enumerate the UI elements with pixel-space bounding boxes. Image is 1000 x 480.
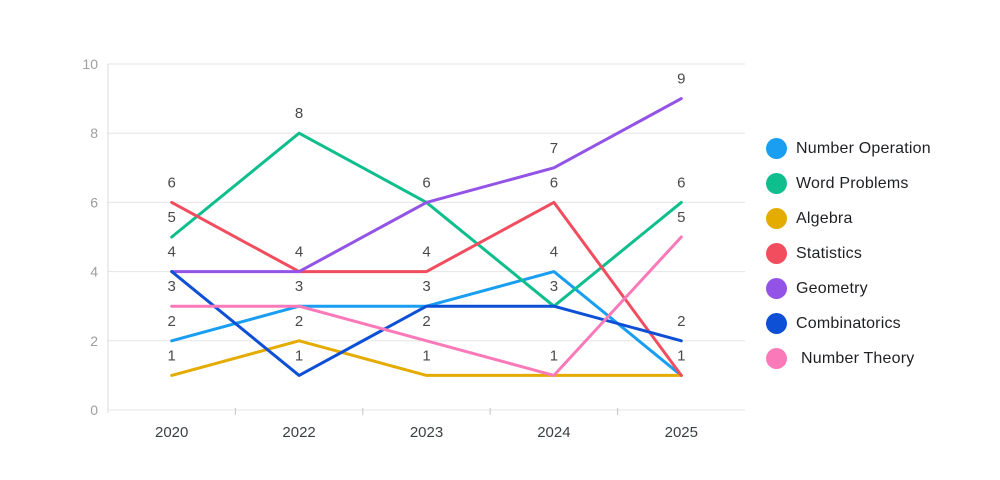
x-axis-tick-label: 2023 (410, 424, 443, 441)
legend-item-word-problems: Word Problems (766, 166, 931, 201)
number-operation-color-dot (766, 138, 787, 159)
series-line-combinatorics (170, 270, 683, 377)
point-label: 1 (677, 347, 685, 364)
point-label: 2 (295, 313, 303, 330)
series-line-statistics (170, 200, 683, 377)
combinatorics-color-dot (766, 313, 787, 334)
point-label: 5 (677, 209, 685, 226)
point-label: 8 (295, 105, 303, 122)
y-axis-tick-label: 2 (90, 333, 98, 349)
point-label: 1 (422, 347, 430, 364)
legend-item-geometry: Geometry (766, 271, 931, 306)
series-line-algebra (170, 339, 683, 377)
legend-item-statistics: Statistics (766, 236, 931, 271)
point-label: 2 (168, 313, 176, 330)
legend-label: Statistics (796, 244, 863, 262)
y-axis-tick-label: 0 (90, 402, 98, 418)
legend-item-number-operation: Number Operation (766, 131, 931, 166)
legend-label: Number Theory (801, 349, 915, 367)
point-label: 5 (168, 209, 176, 226)
legend-label: Combinatorics (796, 314, 901, 332)
legend-item-algebra: Algebra (766, 201, 931, 236)
point-label: 4 (550, 244, 558, 261)
legend-item-number-theory: Number Theory (766, 341, 931, 376)
series-line-geometry (170, 97, 683, 274)
point-label: 4 (422, 244, 430, 261)
point-label: 2 (422, 313, 430, 330)
x-axis-tick-label: 2022 (282, 424, 315, 441)
y-axis-tick-label: 8 (90, 125, 98, 141)
point-label: 1 (295, 347, 303, 364)
legend: Number Operation Word Problems Algebra S… (766, 131, 931, 376)
series-line-number-theory (170, 235, 683, 377)
legend-label: Number Operation (796, 139, 931, 157)
x-axis-tick-label: 2024 (537, 424, 570, 441)
x-axis-tick-label: 2020 (155, 424, 188, 441)
point-label: 6 (677, 174, 685, 191)
legend-label: Algebra (796, 209, 853, 227)
point-label: 3 (550, 278, 558, 295)
legend-label: Geometry (796, 279, 868, 297)
point-label: 3 (295, 278, 303, 295)
line-chart: 0 2 4 6 8 10 2020 2022 2023 2024 2025 2 5 1 6 4 3 3 8 2 4 1 3 6… (82, 56, 745, 441)
point-label: 9 (677, 71, 685, 88)
point-label: 4 (168, 244, 176, 261)
algebra-color-dot (766, 208, 787, 229)
legend-label: Word Problems (796, 174, 909, 192)
word-problems-color-dot (766, 173, 787, 194)
point-label: 3 (422, 278, 430, 295)
statistics-color-dot (766, 243, 787, 264)
point-label: 1 (550, 347, 558, 364)
y-axis-tick-label: 6 (90, 194, 98, 210)
point-label: 6 (422, 174, 430, 191)
y-axis-tick-label: 10 (82, 56, 98, 72)
point-label: 1 (168, 347, 176, 364)
point-label: 7 (550, 140, 558, 157)
point-label: 6 (550, 174, 558, 191)
number-theory-color-dot (766, 348, 787, 369)
geometry-color-dot (766, 278, 787, 299)
x-axis-tick-label: 2025 (665, 424, 698, 441)
legend-item-combinatorics: Combinatorics (766, 306, 931, 341)
point-label: 2 (677, 313, 685, 330)
point-label: 3 (168, 278, 176, 295)
y-axis-tick-label: 4 (90, 264, 98, 280)
point-label: 6 (168, 174, 176, 191)
point-label: 4 (295, 244, 303, 261)
